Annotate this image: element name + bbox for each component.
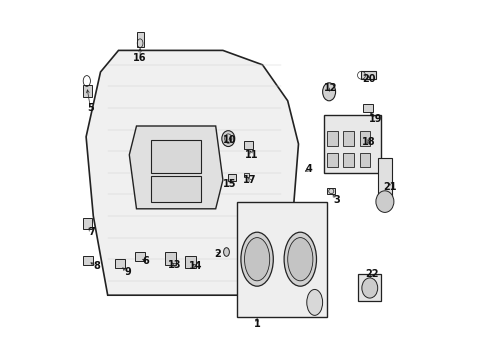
Text: 3: 3	[332, 195, 339, 205]
Bar	[165, 252, 176, 265]
Bar	[377, 158, 391, 202]
Ellipse shape	[361, 278, 377, 298]
Bar	[136, 32, 143, 47]
Text: 1: 1	[253, 319, 260, 329]
Text: 10: 10	[223, 135, 236, 145]
Bar	[151, 140, 201, 173]
Text: 13: 13	[167, 260, 181, 270]
Bar	[82, 218, 91, 229]
Ellipse shape	[241, 232, 273, 286]
Ellipse shape	[322, 83, 335, 101]
Bar	[185, 256, 196, 268]
Text: 4: 4	[305, 164, 312, 174]
Text: 20: 20	[361, 74, 375, 84]
Text: 15: 15	[223, 179, 236, 189]
Bar	[326, 153, 337, 167]
Text: 7: 7	[88, 227, 95, 237]
Text: 22: 22	[365, 269, 378, 279]
Text: 8: 8	[93, 261, 100, 271]
Bar	[357, 274, 381, 301]
Text: 6: 6	[142, 256, 148, 266]
Bar	[323, 115, 381, 173]
Text: 19: 19	[368, 114, 382, 124]
Bar	[363, 104, 373, 112]
Text: 18: 18	[361, 137, 375, 147]
Bar	[343, 131, 354, 146]
Text: 12: 12	[324, 83, 337, 93]
Ellipse shape	[306, 289, 322, 315]
Ellipse shape	[284, 232, 316, 286]
Text: 21: 21	[383, 182, 396, 192]
Ellipse shape	[223, 248, 229, 256]
Bar	[244, 141, 253, 149]
Bar	[151, 176, 201, 202]
Ellipse shape	[244, 238, 269, 281]
Bar	[326, 188, 335, 194]
Bar	[359, 131, 370, 146]
Bar	[115, 259, 125, 268]
Bar	[343, 153, 354, 167]
Polygon shape	[129, 126, 223, 209]
Bar	[134, 252, 144, 261]
Text: 5: 5	[87, 103, 94, 113]
Text: 11: 11	[244, 150, 258, 160]
Text: 16: 16	[133, 53, 146, 63]
Ellipse shape	[222, 131, 234, 147]
Bar	[244, 173, 249, 177]
Bar	[361, 71, 375, 79]
Bar	[228, 174, 236, 181]
Bar	[82, 85, 91, 97]
Text: 17: 17	[243, 175, 256, 185]
Text: 9: 9	[124, 267, 131, 277]
Bar	[359, 153, 370, 167]
Polygon shape	[86, 50, 298, 295]
Bar	[237, 202, 326, 317]
Text: 14: 14	[189, 261, 202, 271]
Ellipse shape	[287, 238, 312, 281]
Text: 2: 2	[214, 249, 221, 259]
Ellipse shape	[375, 191, 393, 212]
Bar	[82, 256, 93, 265]
Bar	[326, 131, 337, 146]
